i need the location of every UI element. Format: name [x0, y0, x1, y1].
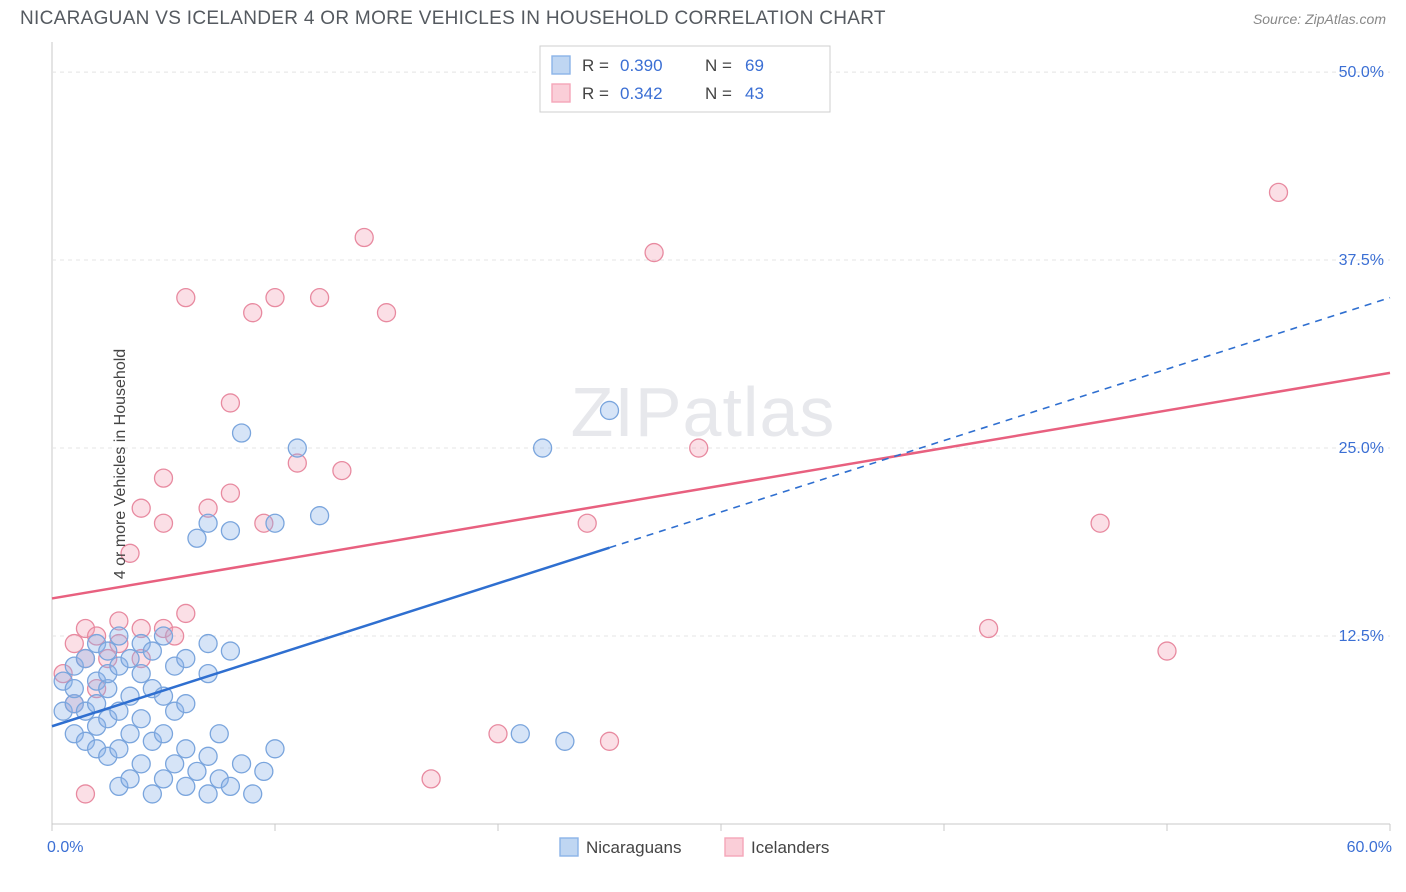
- y-tick-label: 12.5%: [1339, 628, 1384, 645]
- scatter-point-nicaraguan: [221, 522, 239, 540]
- scatter-point-nicaraguan: [199, 785, 217, 803]
- y-tick-label: 25.0%: [1339, 440, 1384, 457]
- scatter-point-icelander: [155, 469, 173, 487]
- scatter-point-nicaraguan: [199, 635, 217, 653]
- scatter-point-nicaraguan: [76, 650, 94, 668]
- x-max-label: 60.0%: [1347, 839, 1392, 856]
- source-attribution: Source: ZipAtlas.com: [1253, 11, 1386, 27]
- stats-n-value: 43: [745, 84, 764, 103]
- scatter-point-icelander: [177, 289, 195, 307]
- scatter-point-nicaraguan: [177, 777, 195, 795]
- scatter-point-nicaraguan: [110, 627, 128, 645]
- scatter-point-icelander: [221, 484, 239, 502]
- scatter-point-nicaraguan: [288, 439, 306, 457]
- stats-r-value: 0.342: [620, 84, 663, 103]
- series-legend-label: Icelanders: [751, 838, 829, 857]
- scatter-point-icelander: [266, 289, 284, 307]
- scatter-point-nicaraguan: [132, 710, 150, 728]
- scatter-point-icelander: [1158, 642, 1176, 660]
- stats-n-label: N =: [705, 56, 732, 75]
- scatter-point-icelander: [355, 229, 373, 247]
- scatter-point-icelander: [489, 725, 507, 743]
- scatter-point-nicaraguan: [534, 439, 552, 457]
- scatter-point-icelander: [601, 732, 619, 750]
- y-axis-label: 4 or more Vehicles in Household: [112, 349, 130, 579]
- scatter-chart-svg: 12.5% 25.0% 37.5% 50.0% 0.0% 60.0% R = 0.390 N =…: [0, 34, 1406, 889]
- scatter-point-icelander: [244, 304, 262, 322]
- regression-line-icelander: [52, 373, 1390, 599]
- scatter-point-nicaraguan: [266, 740, 284, 758]
- scatter-point-nicaraguan: [155, 725, 173, 743]
- scatter-point-icelander: [1091, 514, 1109, 532]
- scatter-point-nicaraguan: [221, 642, 239, 660]
- scatter-point-icelander: [132, 499, 150, 517]
- series-legend-label: Nicaraguans: [586, 838, 681, 857]
- scatter-point-nicaraguan: [143, 785, 161, 803]
- scatter-point-nicaraguan: [266, 514, 284, 532]
- stats-legend-swatch: [552, 84, 570, 102]
- series-legend-swatch: [725, 838, 743, 856]
- chart-title: NICARAGUAN VS ICELANDER 4 OR MORE VEHICL…: [20, 8, 886, 30]
- scatter-point-nicaraguan: [199, 747, 217, 765]
- scatter-point-nicaraguan: [188, 762, 206, 780]
- scatter-point-icelander: [177, 604, 195, 622]
- scatter-point-nicaraguan: [155, 770, 173, 788]
- stats-r-value: 0.390: [620, 56, 663, 75]
- scatter-point-nicaraguan: [221, 777, 239, 795]
- scatter-point-nicaraguan: [177, 740, 195, 758]
- scatter-point-nicaraguan: [99, 642, 117, 660]
- scatter-point-nicaraguan: [177, 695, 195, 713]
- scatter-point-icelander: [333, 462, 351, 480]
- scatter-point-nicaraguan: [155, 627, 173, 645]
- scatter-point-nicaraguan: [177, 650, 195, 668]
- scatter-point-nicaraguan: [199, 514, 217, 532]
- scatter-point-nicaraguan: [132, 665, 150, 683]
- scatter-point-icelander: [690, 439, 708, 457]
- scatter-point-nicaraguan: [188, 529, 206, 547]
- scatter-point-nicaraguan: [121, 650, 139, 668]
- scatter-point-icelander: [422, 770, 440, 788]
- scatter-point-nicaraguan: [121, 770, 139, 788]
- scatter-point-nicaraguan: [244, 785, 262, 803]
- y-tick-label: 50.0%: [1339, 64, 1384, 81]
- scatter-point-nicaraguan: [132, 755, 150, 773]
- scatter-point-icelander: [1270, 183, 1288, 201]
- scatter-point-nicaraguan: [601, 401, 619, 419]
- scatter-point-nicaraguan: [121, 725, 139, 743]
- scatter-point-icelander: [311, 289, 329, 307]
- stats-legend-swatch: [552, 56, 570, 74]
- series-legend-swatch: [560, 838, 578, 856]
- stats-n-label: N =: [705, 84, 732, 103]
- scatter-point-nicaraguan: [110, 740, 128, 758]
- scatter-point-nicaraguan: [143, 642, 161, 660]
- regression-line-nicaraguan-dashed: [610, 298, 1391, 548]
- stats-n-value: 69: [745, 56, 764, 75]
- scatter-point-icelander: [578, 514, 596, 532]
- scatter-point-icelander: [378, 304, 396, 322]
- scatter-point-nicaraguan: [233, 755, 251, 773]
- scatter-point-nicaraguan: [210, 725, 228, 743]
- scatter-point-nicaraguan: [255, 762, 273, 780]
- x-min-label: 0.0%: [47, 839, 83, 856]
- stats-r-label: R =: [582, 84, 609, 103]
- stats-r-label: R =: [582, 56, 609, 75]
- scatter-point-nicaraguan: [65, 680, 83, 698]
- scatter-point-icelander: [980, 620, 998, 638]
- y-tick-label: 37.5%: [1339, 252, 1384, 269]
- scatter-point-nicaraguan: [556, 732, 574, 750]
- scatter-point-icelander: [645, 244, 663, 262]
- scatter-point-icelander: [76, 785, 94, 803]
- scatter-point-icelander: [221, 394, 239, 412]
- scatter-point-icelander: [65, 635, 83, 653]
- chart-area: 4 or more Vehicles in Household 12.5% 25.…: [0, 34, 1406, 892]
- scatter-point-icelander: [155, 514, 173, 532]
- scatter-point-nicaraguan: [166, 755, 184, 773]
- scatter-point-nicaraguan: [233, 424, 251, 442]
- scatter-point-nicaraguan: [311, 507, 329, 525]
- scatter-point-nicaraguan: [511, 725, 529, 743]
